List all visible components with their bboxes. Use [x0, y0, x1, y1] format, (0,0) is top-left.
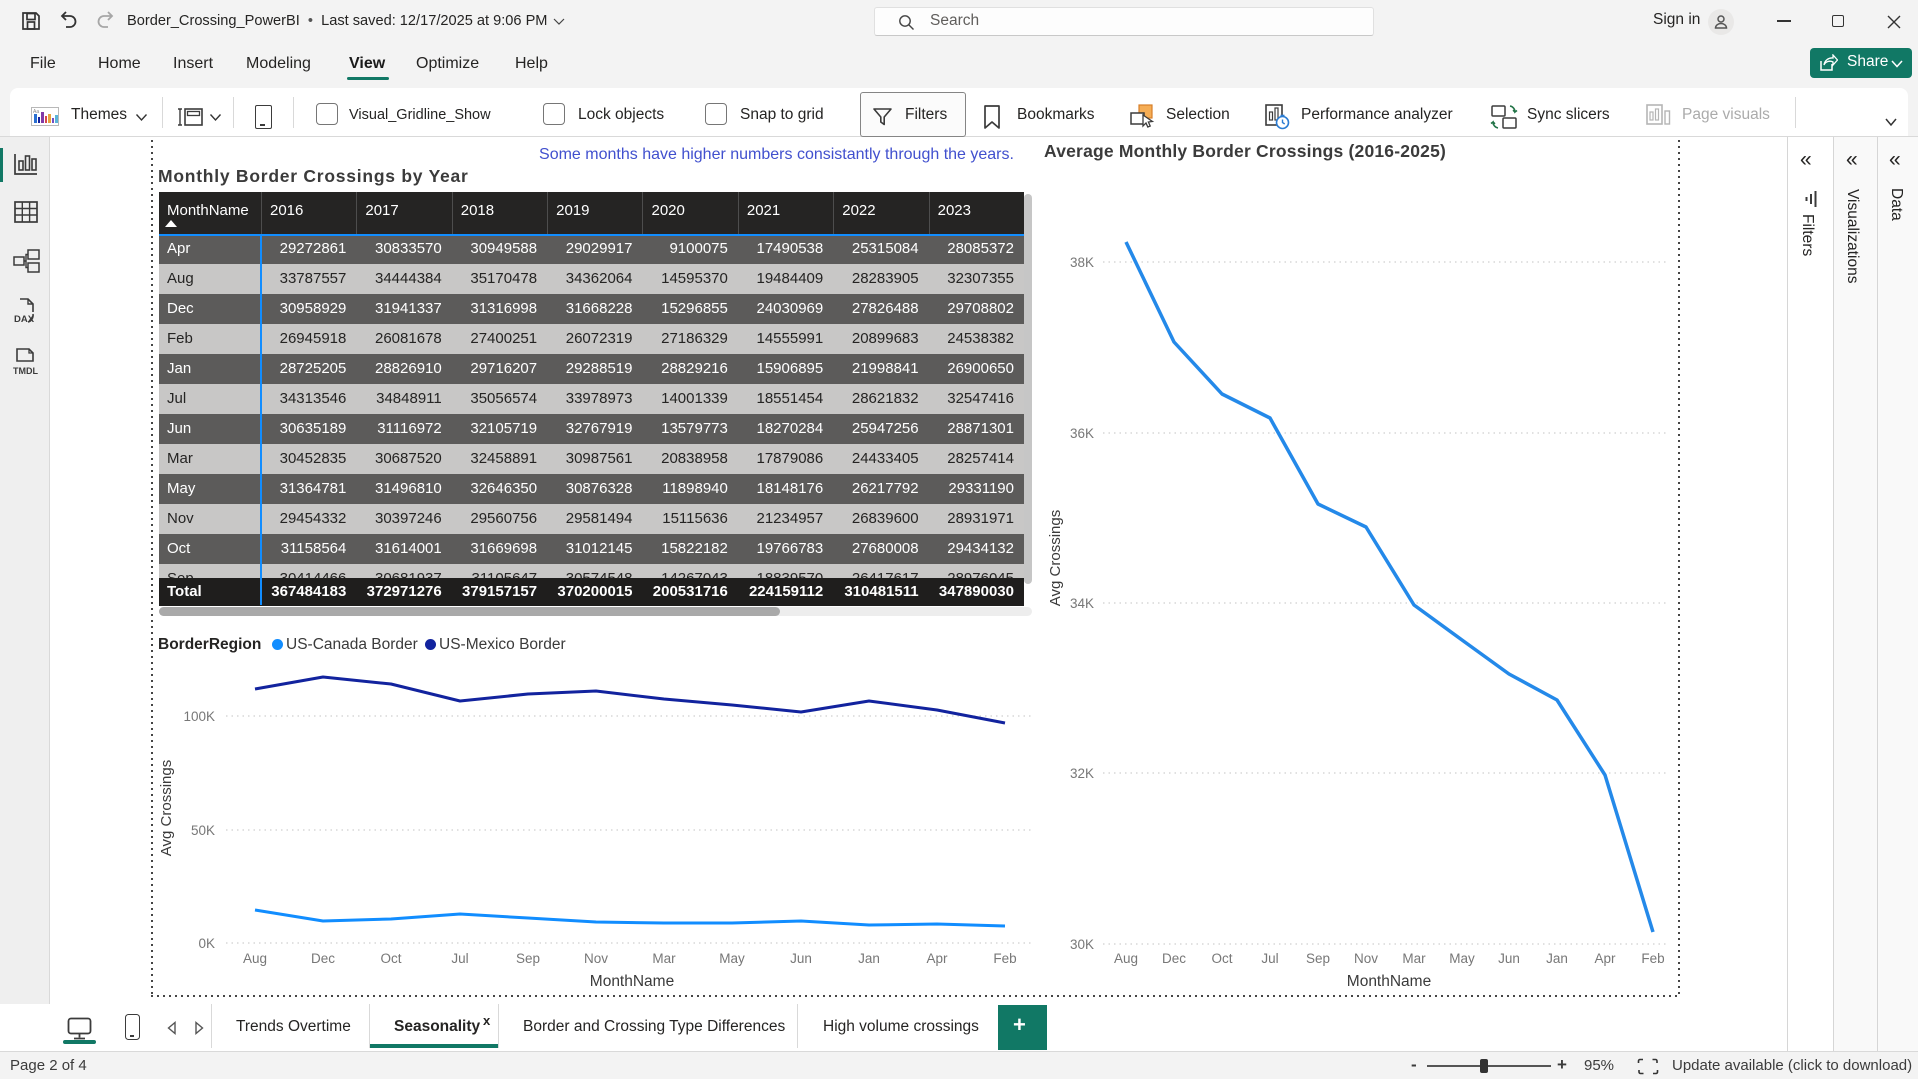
svg-text:Jul: Jul [451, 951, 468, 966]
svg-text:Nov: Nov [1354, 951, 1378, 966]
svg-text:Aug: Aug [1114, 951, 1138, 966]
svg-text:Apr: Apr [1594, 951, 1616, 966]
svg-text:Jun: Jun [790, 951, 812, 966]
svg-text:Jun: Jun [1498, 951, 1520, 966]
svg-text:Apr: Apr [926, 951, 948, 966]
svg-text:34K: 34K [1070, 596, 1094, 611]
svg-text:Jan: Jan [858, 951, 880, 966]
svg-text:Feb: Feb [1641, 951, 1664, 966]
svg-text:30K: 30K [1070, 937, 1094, 952]
svg-text:Sep: Sep [1306, 951, 1330, 966]
svg-text:MonthName: MonthName [1347, 973, 1431, 990]
svg-text:May: May [719, 951, 745, 966]
svg-text:Oct: Oct [1211, 951, 1232, 966]
svg-text:38K: 38K [1070, 255, 1094, 270]
svg-text:MonthName: MonthName [590, 973, 674, 990]
svg-text:Dec: Dec [1162, 951, 1186, 966]
svg-text:32K: 32K [1070, 766, 1094, 781]
svg-text:Sep: Sep [516, 951, 540, 966]
svg-text:36K: 36K [1070, 426, 1094, 441]
svg-text:Nov: Nov [584, 951, 608, 966]
svg-text:Mar: Mar [652, 951, 676, 966]
svg-text:TMDL: TMDL [13, 366, 38, 375]
svg-text:May: May [1449, 951, 1475, 966]
svg-text:Dec: Dec [311, 951, 335, 966]
svg-text:Jul: Jul [1261, 951, 1278, 966]
svg-text:DAX: DAX [14, 314, 35, 325]
svg-text:50K: 50K [191, 823, 215, 838]
svg-text:Oct: Oct [380, 951, 401, 966]
svg-text:100K: 100K [183, 709, 215, 724]
svg-text:Jan: Jan [1546, 951, 1568, 966]
svg-text:0K: 0K [198, 936, 215, 951]
svg-text:Mar: Mar [1402, 951, 1426, 966]
svg-text:Feb: Feb [993, 951, 1016, 966]
svg-text:Aug: Aug [243, 951, 267, 966]
